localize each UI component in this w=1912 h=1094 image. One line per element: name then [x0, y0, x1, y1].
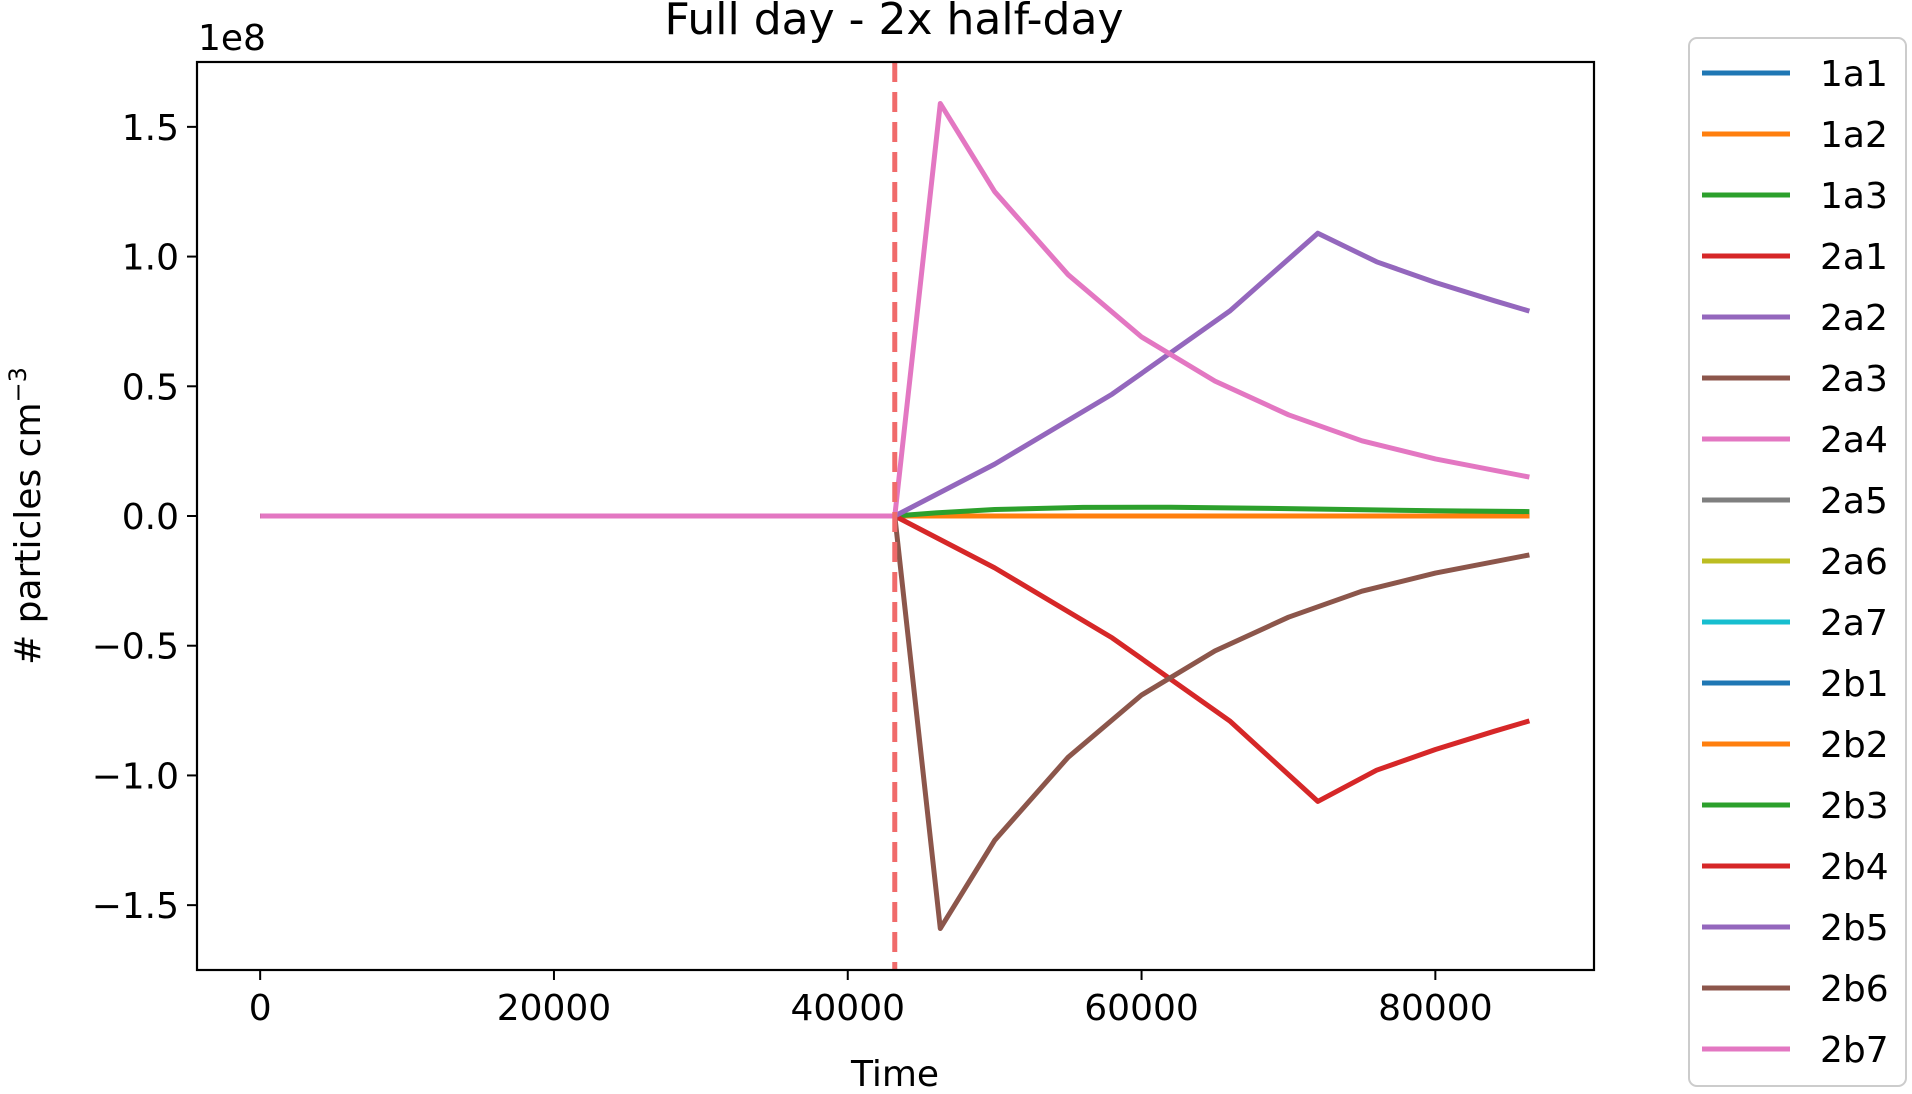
series-line-2b6 [260, 513, 1530, 931]
y-tick-label: 1.0 [122, 238, 179, 279]
y-axis-label: # particles cm−3 [4, 367, 49, 665]
y-axis-ticks: −1.5 −1.0 −0.5 0.0 0.5 1.0 1.5 [92, 108, 197, 927]
x-axis-ticks: 0 20000 40000 60000 80000 [249, 970, 1493, 1029]
x-tick-label: 60000 [1084, 988, 1199, 1029]
legend-label-1a2: 1a2 [1820, 115, 1888, 156]
legend-label-2a3: 2a3 [1820, 359, 1888, 400]
legend-items: 1a1 1a2 1a3 2a1 2a2 2a3 2a4 2a5 2a6 2a7 2b1 2b2 2b3 2… [1702, 54, 1889, 1071]
legend-label-2a4: 2a4 [1820, 420, 1888, 461]
legend-label-2a6: 2a6 [1820, 542, 1888, 583]
legend: 1a1 1a2 1a3 2a1 2a2 2a3 2a4 2a5 2a6 2a7 2b1 2b2 2b3 2… [1688, 37, 1907, 1087]
y-tick-label: −0.5 [92, 627, 179, 668]
legend-label-2b4: 2b4 [1820, 847, 1889, 888]
chart-title: Full day - 2x half-day [665, 0, 1124, 45]
legend-label-1a3: 1a3 [1820, 176, 1888, 217]
legend-label-2b5: 2b5 [1820, 908, 1889, 949]
y-tick-label: −1.5 [92, 886, 179, 927]
legend-label-2a7: 2a7 [1820, 603, 1888, 644]
y-tick-label: 1.5 [122, 108, 179, 149]
plot-area [260, 62, 1531, 970]
y-tick-label: −1.0 [92, 756, 179, 797]
x-tick-label: 80000 [1378, 988, 1493, 1029]
legend-label-2b7: 2b7 [1820, 1030, 1889, 1071]
series-line-2b5 [260, 230, 1531, 519]
legend-label-2b2: 2b2 [1820, 725, 1889, 766]
legend-label-2b6: 2b6 [1820, 969, 1889, 1010]
y-tick-label: 0.0 [122, 497, 179, 538]
y-axis-label-text: # particles cm [8, 402, 49, 664]
series-line-2b4 [260, 513, 1531, 804]
series-line-2b7 [260, 101, 1530, 519]
x-tick-label: 0 [249, 988, 272, 1029]
legend-label-1a1: 1a1 [1820, 54, 1888, 95]
x-tick-label: 40000 [790, 988, 905, 1029]
x-tick-label: 20000 [497, 988, 612, 1029]
legend-label-2a2: 2a2 [1820, 298, 1888, 339]
y-tick-label: 0.5 [122, 367, 179, 408]
legend-label-2b3: 2b3 [1820, 786, 1889, 827]
legend-frame [1688, 37, 1907, 1087]
legend-label-2a1: 2a1 [1820, 237, 1888, 278]
x-axis-label: Time [850, 1054, 939, 1094]
series-line-2b3 [260, 504, 1530, 519]
y-axis-label-exponent: −3 [4, 367, 32, 402]
legend-label-2a5: 2a5 [1820, 481, 1888, 522]
legend-label-2b1: 2b1 [1820, 664, 1889, 705]
y-offset-label: 1e8 [198, 18, 266, 59]
